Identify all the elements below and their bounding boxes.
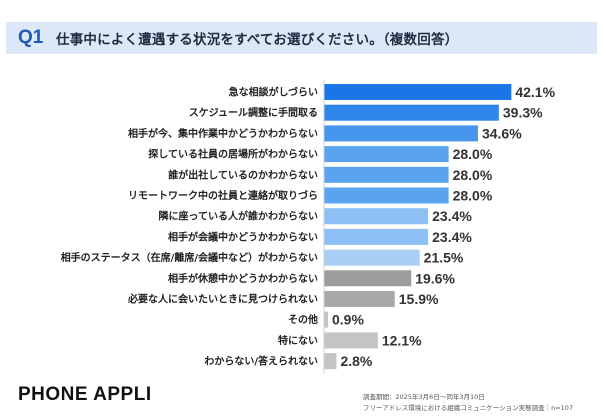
bar (324, 311, 329, 328)
value-label: 28.0% (453, 146, 493, 162)
bar (324, 104, 499, 121)
value-label: 0.9% (332, 312, 364, 328)
value-label: 28.0% (453, 188, 493, 204)
bar (324, 332, 378, 349)
question-text: 仕事中によく遭遇する状況をすべてお選びください。（複数回答） (56, 32, 459, 48)
bars (324, 84, 512, 370)
bar (324, 208, 429, 225)
category-labels: 急な相談がしづらいスケジュール調整に手間取る相手が今、集中作業中かどうかわからな… (61, 86, 318, 368)
value-label: 2.8% (340, 353, 372, 369)
bar (324, 125, 478, 142)
bar (324, 84, 512, 100)
category-label: 相手が今、集中作業中かどうかわからない (128, 127, 318, 140)
bar (324, 146, 449, 163)
category-label: 探している社員の居場所がわからない (148, 148, 318, 161)
category-label: 相手が休憩中かどうかわからない (168, 272, 318, 285)
bar (324, 228, 429, 245)
survey-name: フリーアドレス環境における組織コミュニケーション実態調査｜n=107 (363, 404, 574, 412)
bar (324, 270, 412, 287)
category-label: 隣に座っている人が誰かわからない (159, 210, 319, 223)
value-label: 21.5% (424, 250, 464, 266)
value-label: 39.3% (503, 105, 543, 121)
category-label: 急な相談がしづらい (229, 86, 318, 99)
category-label: 特にない (278, 334, 318, 347)
value-label: 19.6% (415, 270, 455, 286)
value-label: 23.4% (432, 208, 472, 224)
category-label: わからない/答えられない (204, 355, 318, 368)
value-label: 42.1% (515, 84, 555, 100)
question-header: Q1 仕事中によく遭遇する状況をすべてお選びください。（複数回答） (6, 22, 597, 54)
value-label: 23.4% (432, 229, 472, 245)
category-label: リモートワーク中の社員と連絡が取りづら (128, 189, 318, 202)
bar-chart: 急な相談がしづらいスケジュール調整に手間取る相手が今、集中作業中かどうかわからな… (61, 80, 556, 374)
bar (324, 249, 420, 266)
bar (324, 166, 449, 183)
category-label: 必要な人に会いたいときに見つけられない (127, 293, 318, 306)
value-label: 34.6% (482, 125, 522, 141)
value-labels: 42.1% 39.3% 34.6% 28.0% 28.0% 28.0% 23.4% 23.4%… (332, 84, 556, 369)
value-label: 12.1% (382, 332, 422, 348)
value-label: 28.0% (453, 167, 493, 183)
question-number: Q1 (18, 27, 44, 48)
value-label: 15.9% (399, 291, 439, 307)
category-label: 相手のステータス（在席/離席/会議中など）がわからない (61, 251, 318, 264)
bar (324, 291, 395, 307)
category-label: 誰が出社しているのかわからない (168, 168, 318, 181)
brand-logo: PHONE APPLI (18, 384, 152, 405)
survey-period: 調査期間：2025年3月6日～同年3月10日 (363, 393, 485, 401)
category-label: スケジュール調整に手間取る (189, 106, 318, 119)
category-label: 相手が会議中かどうかわからない (168, 230, 318, 243)
category-label: その他 (288, 313, 318, 326)
bar (324, 187, 449, 204)
bar (324, 353, 337, 370)
